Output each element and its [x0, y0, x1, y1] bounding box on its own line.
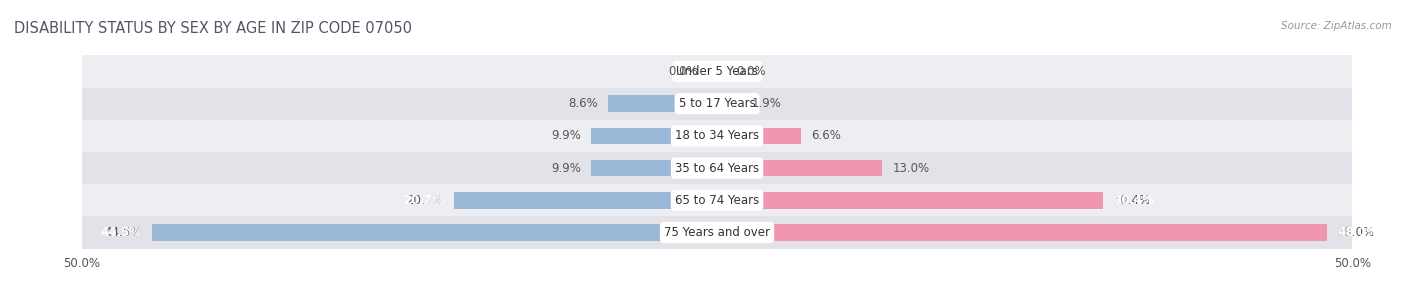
Bar [592, 127, 717, 144]
Text: 0.0%: 0.0% [668, 65, 697, 78]
Text: Source: ZipAtlas.com: Source: ZipAtlas.com [1281, 21, 1392, 31]
Text: 65 to 74 Years: 65 to 74 Years [675, 194, 759, 207]
Bar [82, 216, 1353, 249]
Bar [717, 160, 883, 177]
Text: 30.4%: 30.4% [1114, 194, 1150, 207]
Legend: Male, Female: Male, Female [652, 303, 782, 304]
Text: 35 to 64 Years: 35 to 64 Years [675, 162, 759, 174]
Text: 44.5%: 44.5% [100, 226, 142, 239]
Bar [152, 224, 717, 241]
Text: 20.7%: 20.7% [404, 194, 444, 207]
Bar [717, 127, 801, 144]
Bar [592, 160, 717, 177]
Text: 13.0%: 13.0% [893, 162, 929, 174]
Text: 48.0%: 48.0% [1337, 226, 1374, 239]
Text: 48.0%: 48.0% [1337, 226, 1378, 239]
Text: 75 Years and over: 75 Years and over [664, 226, 770, 239]
Text: 5 to 17 Years: 5 to 17 Years [679, 97, 755, 110]
Bar [82, 184, 1353, 216]
Bar [82, 120, 1353, 152]
Text: 20.7%: 20.7% [406, 194, 444, 207]
Text: 9.9%: 9.9% [551, 130, 581, 142]
Text: Under 5 Years: Under 5 Years [676, 65, 758, 78]
Bar [454, 192, 717, 209]
Text: 18 to 34 Years: 18 to 34 Years [675, 130, 759, 142]
Text: 8.6%: 8.6% [568, 97, 598, 110]
Bar [717, 192, 1104, 209]
Bar [82, 55, 1353, 88]
Bar [82, 88, 1353, 120]
Bar [717, 224, 1327, 241]
Bar [717, 95, 741, 112]
Text: 1.9%: 1.9% [751, 97, 782, 110]
Text: 44.5%: 44.5% [104, 226, 142, 239]
Text: 6.6%: 6.6% [811, 130, 841, 142]
Text: DISABILITY STATUS BY SEX BY AGE IN ZIP CODE 07050: DISABILITY STATUS BY SEX BY AGE IN ZIP C… [14, 21, 412, 36]
Text: 9.9%: 9.9% [551, 162, 581, 174]
Text: 0.0%: 0.0% [737, 65, 766, 78]
Text: 30.4%: 30.4% [1114, 194, 1154, 207]
Bar [607, 95, 717, 112]
Bar [82, 152, 1353, 184]
